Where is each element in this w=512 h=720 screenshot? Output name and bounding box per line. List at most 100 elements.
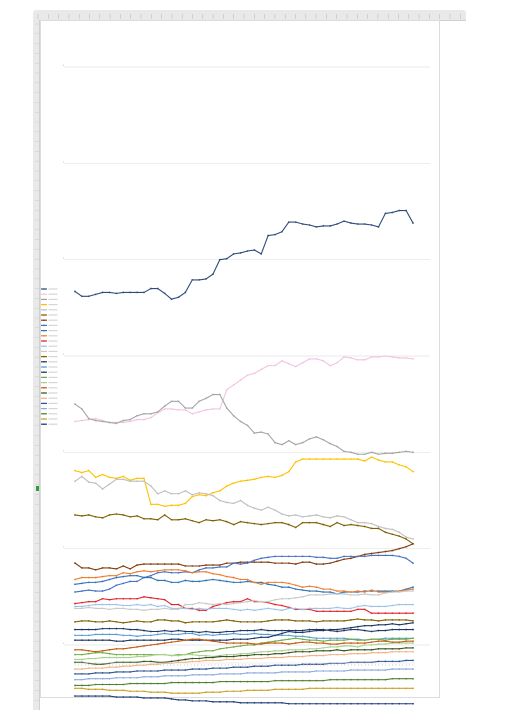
data-point xyxy=(329,678,332,681)
data-point xyxy=(225,603,228,606)
data-point xyxy=(218,673,221,675)
data-point xyxy=(287,597,290,600)
series-line xyxy=(74,209,414,300)
data-point xyxy=(108,689,111,692)
data-point xyxy=(87,652,90,655)
series-line xyxy=(75,603,413,611)
data-point xyxy=(343,629,345,632)
data-point xyxy=(156,639,159,642)
data-point xyxy=(391,528,394,531)
data-point xyxy=(191,653,194,656)
data-point xyxy=(156,571,159,574)
data-point xyxy=(301,631,304,634)
data-point xyxy=(87,481,90,484)
legend-entry-placeholder xyxy=(48,387,58,389)
data-point xyxy=(156,518,159,521)
data-point xyxy=(301,638,304,641)
data-point xyxy=(398,451,401,454)
data-point xyxy=(177,563,180,565)
data-point xyxy=(191,571,194,574)
data-point xyxy=(212,494,214,497)
left-ruler[interactable] xyxy=(33,20,40,710)
data-point xyxy=(184,699,187,701)
data-point xyxy=(108,633,111,636)
data-point xyxy=(129,418,132,421)
data-point xyxy=(363,223,366,225)
data-point xyxy=(405,465,408,468)
data-point xyxy=(287,634,290,637)
data-point xyxy=(294,443,297,446)
data-point xyxy=(287,582,290,585)
data-point xyxy=(315,586,318,589)
data-point xyxy=(136,603,138,606)
data-point xyxy=(308,357,311,360)
data-point xyxy=(149,563,152,565)
data-point xyxy=(336,606,339,609)
data-point xyxy=(239,581,242,584)
data-point xyxy=(281,629,283,632)
data-point xyxy=(101,672,104,674)
data-point xyxy=(405,619,408,621)
data-point xyxy=(294,461,297,463)
data-point xyxy=(253,632,256,635)
data-point xyxy=(170,408,173,410)
data-point xyxy=(115,513,118,515)
data-point xyxy=(239,499,242,502)
data-point xyxy=(101,291,104,294)
data-point xyxy=(246,620,249,623)
data-point xyxy=(205,668,207,670)
data-point xyxy=(260,608,263,611)
data-point xyxy=(398,463,401,466)
data-point xyxy=(281,634,283,637)
data-point xyxy=(377,643,380,645)
data-point xyxy=(301,629,304,632)
legend-marker xyxy=(43,319,45,322)
data-point xyxy=(356,702,359,705)
data-point xyxy=(343,637,345,640)
data-point xyxy=(246,600,249,603)
data-point xyxy=(225,580,228,583)
data-point xyxy=(122,653,125,656)
data-point xyxy=(129,420,132,423)
data-point xyxy=(115,647,118,650)
data-point xyxy=(94,695,97,697)
data-point xyxy=(412,603,414,606)
data-point xyxy=(363,669,366,671)
data-point xyxy=(412,451,414,454)
data-point xyxy=(115,478,118,481)
data-point xyxy=(267,607,270,610)
data-point xyxy=(274,233,276,236)
data-point xyxy=(239,252,242,254)
data-point xyxy=(163,629,166,632)
data-point xyxy=(370,687,373,690)
data-point xyxy=(184,489,187,492)
data-point xyxy=(94,603,97,606)
data-point xyxy=(108,683,111,686)
data-point xyxy=(370,224,373,226)
data-point xyxy=(377,702,380,705)
legend-marker xyxy=(43,309,45,311)
data-point xyxy=(136,646,138,648)
data-point xyxy=(370,678,373,681)
data-point xyxy=(246,597,249,600)
data-point xyxy=(412,646,414,649)
data-point xyxy=(129,608,132,611)
data-point xyxy=(405,628,408,631)
data-point xyxy=(281,597,283,600)
data-point xyxy=(246,644,249,646)
legend-entry-placeholder xyxy=(48,361,58,363)
data-point xyxy=(336,653,339,656)
data-point xyxy=(322,515,325,518)
data-point xyxy=(136,608,138,611)
data-point xyxy=(87,657,90,660)
data-point xyxy=(391,612,394,615)
data-point xyxy=(177,608,180,611)
data-point xyxy=(218,659,221,662)
data-point xyxy=(212,659,214,662)
data-point xyxy=(274,364,276,367)
data-point xyxy=(177,518,180,521)
data-point xyxy=(301,641,304,644)
data-point xyxy=(363,648,366,651)
data-point xyxy=(177,692,180,695)
data-point xyxy=(350,619,352,621)
